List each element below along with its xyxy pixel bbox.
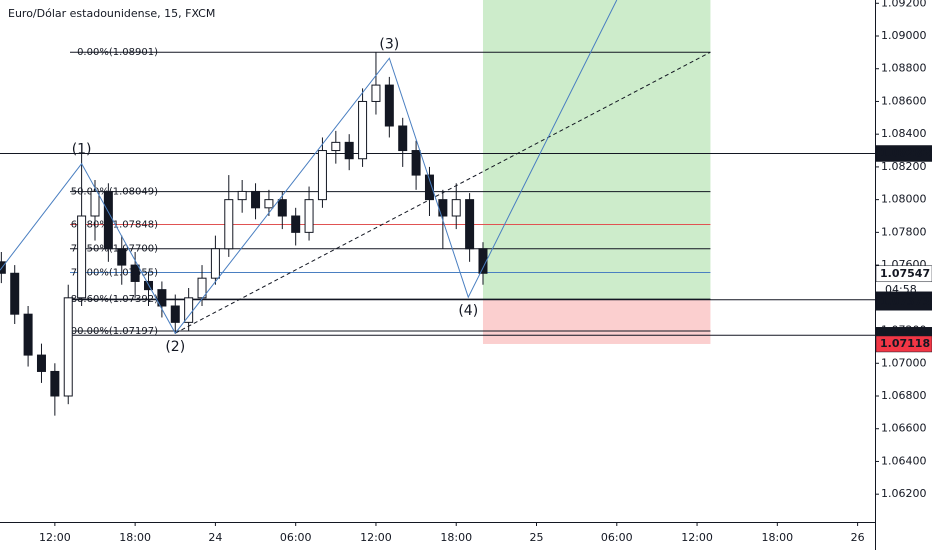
fib-label: 70.50%(1.07700): [71, 244, 158, 255]
candle-body: [264, 199, 274, 209]
candle-body: [23, 313, 33, 356]
x-tick-label: 12:00: [39, 531, 71, 544]
candle-body: [358, 100, 368, 160]
fib-label: 50.00%(1.08049): [71, 187, 158, 198]
y-tick-label: 1.06200: [881, 487, 927, 500]
fib-label: 61.80%(1.07848): [71, 220, 158, 231]
fib-label: 79.00%(1.07555): [71, 267, 158, 278]
y-tick-label: 1.06400: [881, 454, 927, 467]
y-tick-label: 1.08400: [881, 127, 927, 140]
x-tick-label: 06:00: [280, 531, 312, 544]
price-tag-label: 1.07547: [880, 267, 930, 280]
loss-zone: [482, 299, 711, 344]
candle-body: [465, 199, 475, 250]
candle-body: [130, 264, 140, 282]
candle-body: [371, 84, 381, 102]
candle-body: [411, 150, 421, 176]
candle-body: [291, 215, 301, 233]
wave-label: (3): [379, 36, 399, 52]
price-tag: [875, 145, 932, 162]
y-tick-label: 1.06800: [881, 389, 927, 402]
x-tick-label: 12:00: [360, 531, 392, 544]
x-tick-label: 12:00: [681, 531, 713, 544]
candle-body: [317, 150, 327, 201]
candle-body: [197, 277, 207, 299]
price-tag: [875, 335, 932, 353]
y-tick-label: 1.08200: [881, 160, 927, 173]
candle-body: [438, 199, 448, 217]
candle-body: [304, 199, 314, 233]
y-tick-label: 1.07000: [881, 356, 927, 369]
candle-body: [237, 190, 247, 201]
candle-body: [170, 305, 180, 323]
candle-body: [10, 272, 20, 315]
candle-body: [103, 190, 113, 250]
candle-body: [77, 215, 87, 299]
y-tick-label: 1.08800: [881, 62, 927, 75]
candle-body: [157, 289, 167, 307]
candle-body: [251, 190, 261, 209]
fib-label: 100.00%(1.07197): [64, 326, 158, 337]
candle-body: [210, 248, 220, 279]
y-tick-label: 1.06600: [881, 422, 927, 435]
x-tick-label: 24: [208, 531, 222, 544]
candle-body: [36, 354, 46, 372]
fib-label: 0.00%(1.08901): [77, 47, 158, 58]
plot: 0.00%(1.08901) 50.00%(1.08049) 61.80%(1.07…: [0, 0, 875, 416]
y-tick-label: 1.09200: [881, 0, 927, 9]
candle-body: [117, 248, 127, 266]
candle-body: [451, 199, 461, 217]
candle-body: [331, 141, 341, 152]
price-tag-label: 1.07118: [880, 337, 930, 350]
candle-body: [50, 370, 60, 397]
price-tag-label: 1.08282: [880, 146, 930, 159]
wave-label: (2): [165, 339, 185, 355]
price-tag-label: 1.07373: [880, 295, 930, 308]
candle-body: [478, 248, 488, 274]
x-tick-label: 18:00: [761, 531, 793, 544]
candle-body: [184, 297, 194, 323]
candle-body: [63, 297, 73, 397]
candle-body: [277, 199, 287, 217]
y-tick-label: 1.09000: [881, 29, 927, 42]
price-tag: [875, 293, 932, 311]
x-tick-label: 18:00: [119, 531, 151, 544]
wave-path: [0, 0, 618, 335]
chart-title: Euro/Dólar estadounidense, 15, FXCM: [8, 7, 215, 20]
price-tag: [875, 265, 932, 283]
wave-label: (4): [458, 303, 478, 319]
candle-body: [0, 261, 6, 274]
projection-line: [175, 51, 711, 334]
x-tick-label: 25: [530, 531, 544, 544]
y-tick-label: 1.08600: [881, 94, 927, 107]
y-tick-label: 1.07800: [881, 225, 927, 238]
y-tick-label: 1.08000: [881, 193, 927, 206]
fib-label: 88.60%(1.07392): [71, 294, 158, 305]
x-tick-label: 26: [851, 531, 865, 544]
x-tick-label: 18:00: [440, 531, 472, 544]
candle-body: [384, 84, 394, 127]
profit-zone: [482, 0, 711, 300]
x-tick-label: 06:00: [601, 531, 633, 544]
candle-body: [398, 125, 408, 152]
candle-body: [224, 199, 234, 250]
candle-body: [90, 190, 100, 217]
candle-body: [344, 141, 354, 160]
wave-label: (1): [72, 142, 92, 158]
